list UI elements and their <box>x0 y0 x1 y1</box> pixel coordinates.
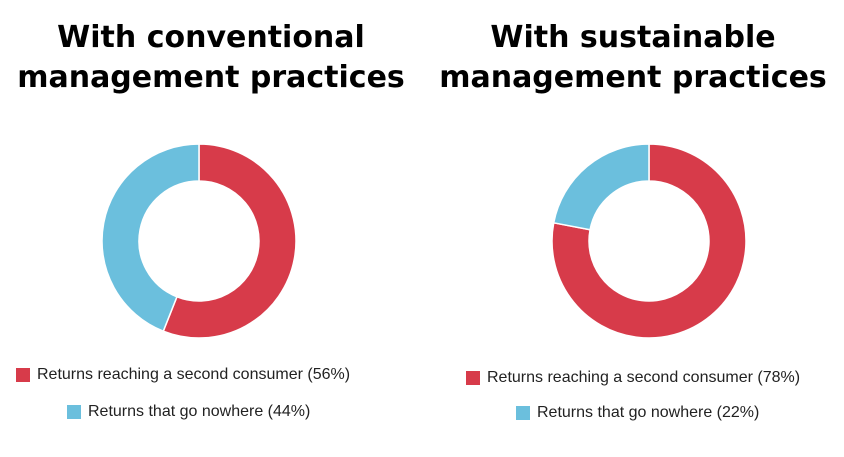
legend-swatch <box>16 368 30 382</box>
chart-panel-sustainable: With sustainable management practices Re… <box>422 0 844 457</box>
chart-title: With conventional management practices <box>0 18 422 98</box>
legend-swatch <box>516 406 530 420</box>
donut-chart <box>551 143 747 339</box>
chart-title-line: management practices <box>17 60 405 95</box>
legend-item-second-consumer: Returns reaching a second consumer (56%) <box>16 366 350 384</box>
chart-title-line: With sustainable <box>490 20 776 55</box>
legend-item-nowhere: Returns that go nowhere (44%) <box>67 403 310 421</box>
legend-swatch <box>466 371 480 385</box>
chart-panel-conventional: With conventional management practices R… <box>0 18 422 421</box>
slice-nowhere <box>101 143 200 333</box>
legend-label: Returns reaching a second consumer (56%) <box>37 366 351 383</box>
slice-second-consumer <box>162 143 297 339</box>
legend-swatch <box>67 405 81 419</box>
legend-label: Returns that go nowhere (44%) <box>88 403 311 420</box>
donut-chart <box>101 143 297 339</box>
slice-second-consumer <box>551 143 747 339</box>
chart-title-line: With conventional <box>57 20 365 55</box>
legend-label: Returns that go nowhere (22%) <box>537 404 760 421</box>
chart-title: With sustainable management practices <box>422 18 844 98</box>
slice-nowhere <box>552 143 650 231</box>
legend-item-nowhere: Returns that go nowhere (22%) <box>516 404 759 422</box>
chart-title-line: management practices <box>439 60 827 95</box>
legend-label: Returns reaching a second consumer (78%) <box>487 369 801 386</box>
legend-item-second-consumer: Returns reaching a second consumer (78%) <box>466 369 800 387</box>
